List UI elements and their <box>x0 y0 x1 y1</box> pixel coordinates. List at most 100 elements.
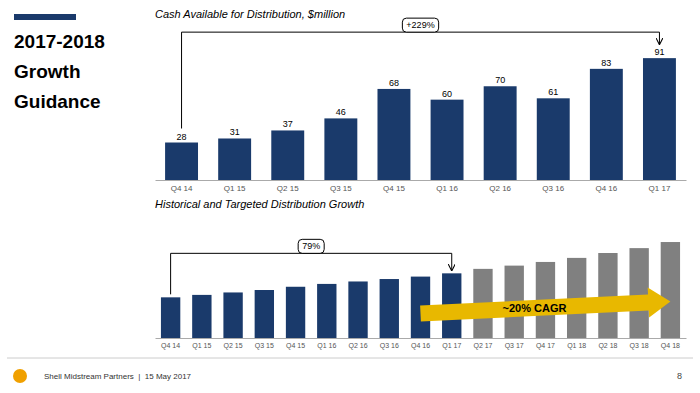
tick: Q2 16 <box>489 184 511 193</box>
data-label: 37 <box>283 119 293 129</box>
accent-bar <box>14 14 76 20</box>
annotation-box <box>298 239 324 253</box>
bracket-line <box>182 32 660 128</box>
tick-label: Q2 18 <box>598 342 617 350</box>
tick: Q3 15 <box>330 184 352 193</box>
logo <box>13 369 27 383</box>
tick-label: Q4 16 <box>595 184 617 193</box>
tick-label: Q4 15 <box>383 184 405 193</box>
bar <box>223 338 242 339</box>
chart: Q4 14 Q1 15 Q2 15 Q3 15 Q4 15 Q1 16 Q2 16 Q3 16… <box>155 198 687 350</box>
tick: Q4 14 <box>171 184 193 193</box>
bracket: +229% <box>182 18 660 128</box>
bar <box>348 281 367 338</box>
bar <box>661 242 680 338</box>
tick: Q3 17 <box>505 342 524 350</box>
bar <box>484 86 517 180</box>
tick: Q1 18 <box>567 342 586 350</box>
baseline <box>156 180 687 181</box>
tick: Q4 15 <box>286 342 305 350</box>
tick: Q2 15 <box>277 184 299 193</box>
tick: Q3 16 <box>380 342 399 350</box>
bar <box>629 248 648 338</box>
tick-label: Q4 14 <box>171 184 193 193</box>
tick: Q1 16 <box>317 342 336 350</box>
data-label: 31 <box>230 127 240 137</box>
tick: Q2 15 <box>224 342 243 350</box>
tick: Q1 17 <box>442 342 461 350</box>
footer-rule <box>7 358 693 359</box>
bar <box>348 338 367 339</box>
bar <box>380 279 399 338</box>
tick-label: Q4 17 <box>536 342 555 350</box>
heading-line: Guidance <box>14 91 101 112</box>
bar <box>317 284 336 338</box>
tick-label: Q3 16 <box>542 184 564 193</box>
footer-text: Shell Midstream Partners | 15 May 2017 <box>44 372 192 381</box>
annotation: 79% <box>302 241 320 251</box>
tick-label: Q3 16 <box>380 342 399 350</box>
page: 2017-2018GrowthGuidanceQ4 14Q1 15Q2 15Q3… <box>0 0 700 393</box>
tick-label: Q4 18 <box>661 342 680 350</box>
tick-label: Q2 15 <box>224 342 243 350</box>
bar <box>377 89 410 180</box>
bar <box>255 290 274 338</box>
x-axis: Q4 14Q1 15Q2 15Q3 15Q4 15Q1 16Q2 16Q3 16… <box>156 181 687 193</box>
bars <box>165 58 676 180</box>
bar <box>271 130 304 180</box>
bars <box>161 242 680 338</box>
tick-label: Q3 17 <box>505 342 524 350</box>
bar <box>411 338 430 339</box>
bar <box>286 338 305 339</box>
tick: Q2 17 <box>473 342 492 350</box>
chart-title: Cash Available for Distribution, $millio… <box>155 8 345 20</box>
tick: Q3 16 <box>542 184 564 193</box>
tick: Q4 14 <box>161 342 180 350</box>
tick-label: Q2 15 <box>277 184 299 193</box>
tick: Q2 18 <box>598 342 617 350</box>
bar <box>590 69 623 180</box>
data-label: 70 <box>495 75 505 85</box>
bar <box>598 253 617 338</box>
tick: Q3 18 <box>630 342 649 350</box>
tick: Q4 17 <box>536 342 555 350</box>
tick: Q3 15 <box>255 342 274 350</box>
data-label: 91 <box>654 47 664 57</box>
tick-label: Q2 17 <box>473 342 492 350</box>
heading-line: 2017-2018 <box>14 31 105 52</box>
tick-label: Q1 16 <box>317 342 336 350</box>
bar <box>317 338 336 339</box>
tick-label: Q1 18 <box>567 342 586 350</box>
data-label: 68 <box>389 78 399 88</box>
bar <box>218 138 251 180</box>
tick: Q4 16 <box>595 184 617 193</box>
bar <box>537 98 570 180</box>
bar <box>380 338 399 339</box>
tick: Q1 17 <box>649 184 671 193</box>
chart: Q4 14Q1 15Q2 15Q3 15Q4 15Q1 16Q2 16Q3 16… <box>155 8 687 193</box>
tick-label: Q3 18 <box>630 342 649 350</box>
tick-label: Q4 16 <box>411 342 430 350</box>
bar <box>192 295 211 338</box>
tick-label: Q3 15 <box>255 342 274 350</box>
data-label: 46 <box>336 107 346 117</box>
cagr-arrow <box>420 287 670 321</box>
tick-label: Q1 17 <box>442 342 461 350</box>
tick: Q4 16 <box>411 342 430 350</box>
annotation: ~20% CAGR <box>503 302 567 314</box>
tick-label: Q1 15 <box>192 342 211 350</box>
tick: Q1 15 <box>192 342 211 350</box>
tick-label: Q1 17 <box>649 184 671 193</box>
tick-label: Q4 14 <box>161 342 180 350</box>
tick-label: Q4 15 <box>286 342 305 350</box>
bar <box>223 292 242 338</box>
annotation: +229% <box>406 20 434 30</box>
tick-label: Q1 16 <box>436 184 458 193</box>
tick-label: Q2 16 <box>348 342 367 350</box>
data-label: 60 <box>442 89 452 99</box>
bar <box>431 100 464 180</box>
bracket: 79% <box>171 239 452 294</box>
bar <box>324 118 357 180</box>
bar <box>643 58 676 180</box>
bracket-line <box>171 253 452 294</box>
